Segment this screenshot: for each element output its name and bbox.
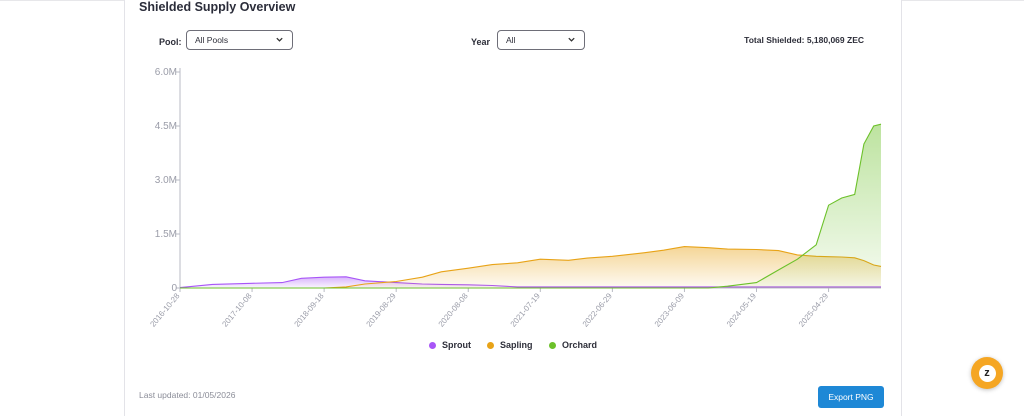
x-tick-label: 2023-06-09 [653, 291, 687, 329]
floating-assistant-button[interactable]: z [971, 357, 1003, 389]
x-tick-label: 2024-05-19 [725, 291, 759, 329]
y-tick-label: 4.5M [155, 121, 177, 132]
x-tick-label: 2021-07-19 [509, 291, 543, 329]
legend-dot-orchard [549, 341, 556, 349]
x-tick-label: 2022-06-29 [581, 291, 615, 329]
line-orchard [180, 123, 882, 289]
x-tick-label: 2019-08-29 [365, 291, 399, 329]
x-tick-label: 2020-08-08 [437, 291, 471, 329]
legend-item-sapling[interactable]: Sapling [487, 340, 533, 350]
shielded-supply-chart: 0 1.5M 3.0M 4.5M 6.0M 2016-10-28 2017-10-08 201… [148, 67, 882, 329]
legend-dot-sprout [429, 341, 436, 349]
pool-label: Pool: [159, 37, 182, 47]
legend-label-sapling: Sapling [500, 340, 533, 350]
chart-title: Shielded Supply Overview [139, 0, 296, 14]
total-shielded: Total Shielded: 5,180,069 ZEC [744, 35, 864, 45]
chart-legend: Sprout Sapling Orchard [0, 340, 1024, 354]
y-tick-label: 6.0M [155, 67, 177, 78]
x-tick-label: 2018-09-18 [292, 291, 326, 329]
y-tick-label: 1.5M [155, 229, 177, 240]
legend-label-sprout: Sprout [442, 340, 471, 350]
y-tick-label: 3.0M [155, 175, 177, 186]
chevron-down-icon [568, 37, 575, 42]
export-png-button[interactable]: Export PNG [818, 386, 884, 408]
area-orchard [180, 124, 881, 288]
x-tick-label: 2025-04-29 [797, 291, 831, 329]
y-tick-label: 0 [171, 283, 177, 294]
legend-dot-sapling [487, 341, 494, 349]
area-sapling [180, 246, 881, 288]
year-select[interactable]: All [497, 30, 585, 50]
year-select-value: All [506, 35, 516, 45]
pool-select[interactable]: All Pools [186, 30, 293, 50]
x-tick-label: 2017-10-08 [220, 291, 254, 329]
pool-select-value: All Pools [195, 35, 229, 45]
legend-item-sprout[interactable]: Sprout [429, 340, 471, 350]
year-label: Year [471, 37, 491, 47]
legend-item-orchard[interactable]: Orchard [549, 340, 597, 350]
legend-label-orchard: Orchard [562, 340, 598, 350]
chevron-down-icon [276, 37, 283, 42]
last-updated: Last updated: 01/05/2026 [139, 390, 236, 400]
chart-card [124, 0, 902, 416]
x-tick-label: 2016-10-28 [148, 291, 182, 329]
z-logo-icon: z [978, 364, 996, 382]
